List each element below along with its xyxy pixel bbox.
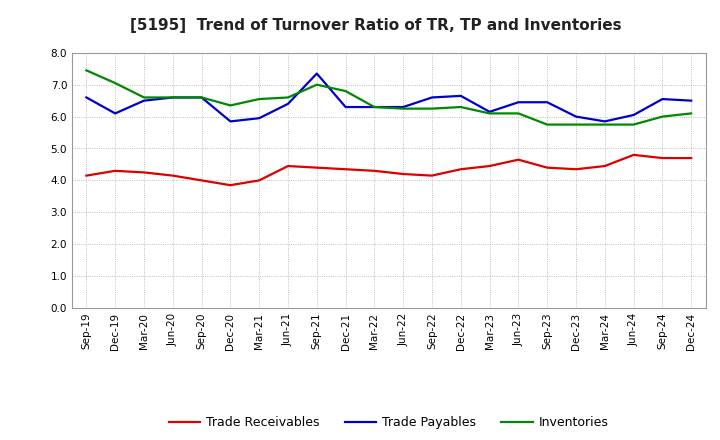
Inventories <box>600 122 609 127</box>
Trade Receivables <box>140 170 148 175</box>
Trade Receivables <box>629 152 638 158</box>
Trade Receivables <box>428 173 436 178</box>
Inventories <box>111 81 120 86</box>
Inventories <box>284 95 292 100</box>
Trade Receivables <box>82 173 91 178</box>
Inventories <box>572 122 580 127</box>
Trade Payables <box>82 95 91 100</box>
Trade Receivables <box>341 167 350 172</box>
Inventories <box>399 106 408 111</box>
Inventories <box>140 95 148 100</box>
Trade Payables <box>284 101 292 106</box>
Trade Receivables <box>111 168 120 173</box>
Inventories <box>456 104 465 110</box>
Trade Receivables <box>312 165 321 170</box>
Trade Payables <box>197 95 206 100</box>
Trade Receivables <box>255 178 264 183</box>
Inventories <box>312 82 321 87</box>
Trade Payables <box>572 114 580 119</box>
Trade Receivables <box>197 178 206 183</box>
Trade Receivables <box>543 165 552 170</box>
Trade Payables <box>399 104 408 110</box>
Inventories <box>370 104 379 110</box>
Inventories <box>428 106 436 111</box>
Trade Payables <box>370 104 379 110</box>
Trade Receivables <box>456 167 465 172</box>
Trade Payables <box>600 119 609 124</box>
Trade Payables <box>514 99 523 105</box>
Trade Receivables <box>399 171 408 176</box>
Inventories <box>658 114 667 119</box>
Inventories <box>82 68 91 73</box>
Trade Payables <box>168 95 177 100</box>
Inventories <box>255 96 264 102</box>
Trade Payables <box>226 119 235 124</box>
Trade Payables <box>658 96 667 102</box>
Trade Payables <box>428 95 436 100</box>
Trade Payables <box>140 98 148 103</box>
Inventories <box>168 95 177 100</box>
Trade Receivables <box>284 163 292 169</box>
Line: Trade Receivables: Trade Receivables <box>86 155 691 185</box>
Trade Payables <box>543 99 552 105</box>
Trade Payables <box>485 109 494 114</box>
Trade Receivables <box>600 163 609 169</box>
Trade Payables <box>456 93 465 99</box>
Trade Payables <box>312 71 321 76</box>
Inventories <box>629 122 638 127</box>
Trade Receivables <box>658 155 667 161</box>
Trade Receivables <box>514 157 523 162</box>
Line: Inventories: Inventories <box>86 70 691 125</box>
Inventories <box>226 103 235 108</box>
Inventories <box>543 122 552 127</box>
Trade Receivables <box>226 183 235 188</box>
Line: Trade Payables: Trade Payables <box>86 73 691 121</box>
Inventories <box>485 111 494 116</box>
Trade Payables <box>255 116 264 121</box>
Trade Receivables <box>485 163 494 169</box>
Legend: Trade Receivables, Trade Payables, Inventories: Trade Receivables, Trade Payables, Inven… <box>164 411 613 434</box>
Trade Receivables <box>687 155 696 161</box>
Trade Payables <box>111 111 120 116</box>
Trade Receivables <box>168 173 177 178</box>
Inventories <box>687 111 696 116</box>
Trade Receivables <box>572 167 580 172</box>
Text: [5195]  Trend of Turnover Ratio of TR, TP and Inventories: [5195] Trend of Turnover Ratio of TR, TP… <box>130 18 621 33</box>
Inventories <box>514 111 523 116</box>
Inventories <box>341 88 350 94</box>
Trade Payables <box>687 98 696 103</box>
Trade Receivables <box>370 168 379 173</box>
Inventories <box>197 95 206 100</box>
Trade Payables <box>629 112 638 117</box>
Trade Payables <box>341 104 350 110</box>
